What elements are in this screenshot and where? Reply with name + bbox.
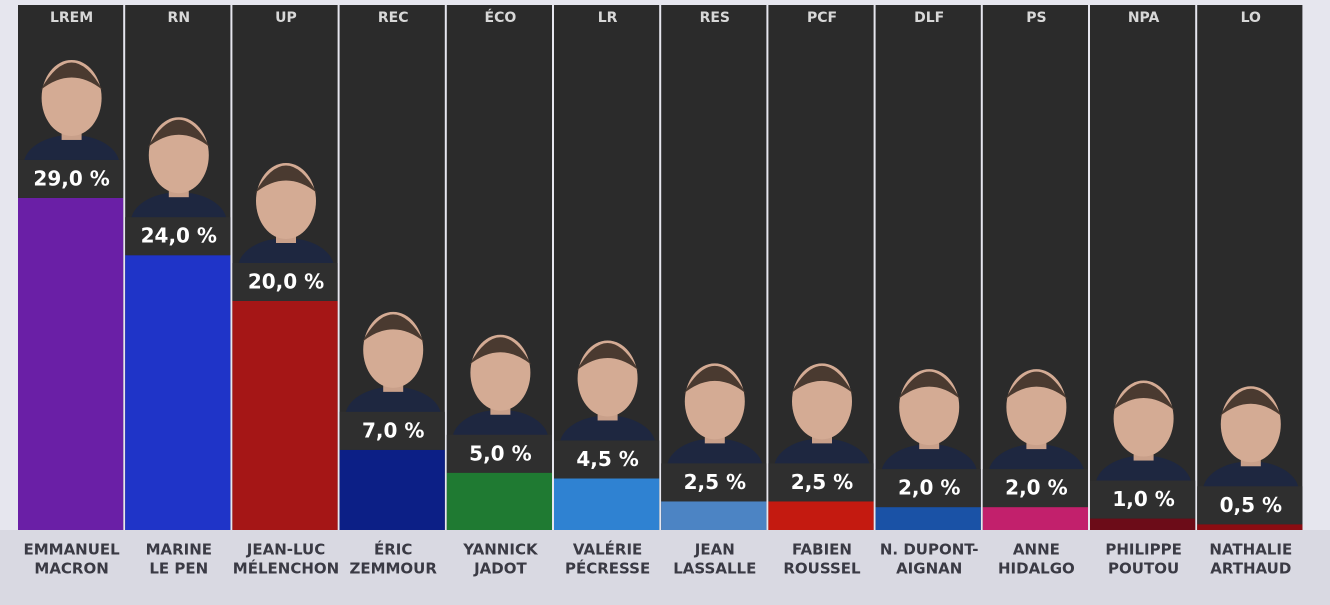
bar xyxy=(876,507,981,530)
value-label: 0,5 % xyxy=(1220,493,1282,517)
party-label: ÉCO xyxy=(485,9,517,26)
value-label: 1,0 % xyxy=(1112,487,1174,511)
candidate-name: MARINE xyxy=(146,541,212,559)
value-label: 2,5 % xyxy=(791,470,853,494)
value-label: 29,0 % xyxy=(33,166,109,190)
candidate-name: MACRON xyxy=(34,560,108,578)
bar xyxy=(554,478,659,530)
candidate-name: PHILIPPE xyxy=(1105,541,1182,559)
candidate-name: POUTOU xyxy=(1108,560,1179,578)
candidate-name: LASSALLE xyxy=(673,560,756,578)
party-label: PS xyxy=(1026,10,1046,26)
party-label: DLF xyxy=(914,10,944,26)
page: {"chart_data": {"type": "bar", "categori… xyxy=(0,0,1330,605)
party-label: LREM xyxy=(50,10,93,26)
bar xyxy=(340,450,445,530)
party-label: UP xyxy=(275,10,297,26)
candidate-name: ÉRIC xyxy=(374,540,412,559)
party-label: RES xyxy=(700,10,730,26)
candidate-name: JEAN xyxy=(694,541,735,559)
candidate-name: PÉCRESSE xyxy=(565,559,650,578)
value-label: 24,0 % xyxy=(141,224,217,248)
bar xyxy=(768,501,873,530)
party-label: PCF xyxy=(807,10,837,26)
candidate-name: JADOT xyxy=(473,560,527,578)
candidate-name: FABIEN xyxy=(792,541,852,559)
party-label: LR xyxy=(598,10,618,26)
candidate-name: ZEMMOUR xyxy=(349,560,437,578)
candidate-name: HIDALGO xyxy=(998,560,1075,578)
party-label: REC xyxy=(378,10,409,26)
party-label: RN xyxy=(168,10,191,26)
bar xyxy=(18,198,123,530)
bar xyxy=(125,255,230,530)
chart: LREM 29,0 % EMMANUELMACRON RN 24,0 % MARINELE… xyxy=(0,0,1330,605)
candidate-name: AIGNAN xyxy=(896,560,962,578)
value-label: 20,0 % xyxy=(248,270,324,294)
bar xyxy=(447,473,552,530)
party-label: LO xyxy=(1241,10,1261,26)
candidate-name: JEAN-LUC xyxy=(246,541,325,559)
value-label: 7,0 % xyxy=(362,418,424,442)
bar xyxy=(232,301,337,530)
candidate-name: VALÉRIE xyxy=(573,540,642,559)
candidate-name: LE PEN xyxy=(149,560,208,578)
bar xyxy=(661,501,766,530)
bar xyxy=(983,507,1088,530)
candidate-name: YANNICK xyxy=(462,541,539,559)
candidate-name: ANNE xyxy=(1013,541,1060,559)
value-label: 2,5 % xyxy=(684,470,746,494)
candidate-name: NATHALIE xyxy=(1209,541,1292,559)
value-label: 2,0 % xyxy=(898,476,960,500)
candidate-name: N. DUPONT- xyxy=(880,541,979,559)
bar xyxy=(1197,524,1302,530)
candidate-name: EMMANUEL xyxy=(23,541,120,559)
candidate-name: MÉLENCHON xyxy=(233,559,339,578)
value-label: 4,5 % xyxy=(576,447,638,471)
candidate-name: ARTHAUD xyxy=(1210,560,1291,578)
candidate-name: ROUSSEL xyxy=(783,560,861,578)
value-label: 2,0 % xyxy=(1005,476,1067,500)
party-label: NPA xyxy=(1128,10,1160,26)
value-label: 5,0 % xyxy=(469,441,531,465)
bar xyxy=(1090,519,1195,530)
